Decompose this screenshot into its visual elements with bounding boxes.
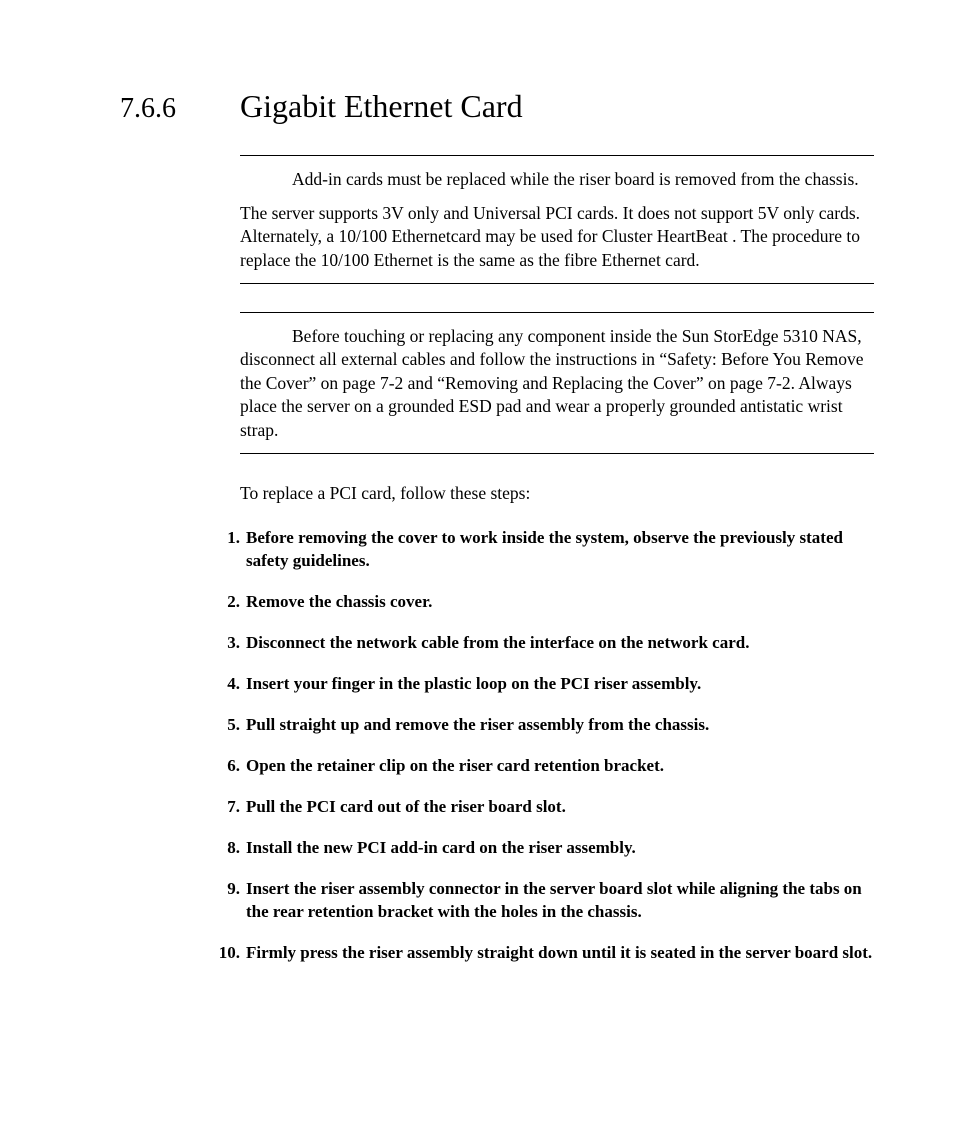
steps-intro: To replace a PCI card, follow these step… bbox=[240, 482, 874, 506]
section-heading-row: 7.6.6 Gigabit Ethernet Card bbox=[120, 88, 874, 125]
content-column: Add-in cards must be replaced while the … bbox=[240, 155, 874, 965]
note1-paragraph-2: The server supports 3V only and Universa… bbox=[240, 202, 874, 273]
note-box-1: Add-in cards must be replaced while the … bbox=[240, 155, 874, 284]
note1-paragraph-1: Add-in cards must be replaced while the … bbox=[240, 168, 874, 192]
step-text: Open the retainer clip on the riser card… bbox=[246, 755, 874, 778]
document-page: 7.6.6 Gigabit Ethernet Card Add-in cards… bbox=[0, 0, 954, 1145]
step-item: Insert the riser assembly connector in t… bbox=[214, 878, 874, 924]
step-text: Pull straight up and remove the riser as… bbox=[246, 714, 874, 737]
step-item: Firmly press the riser assembly straight… bbox=[214, 942, 874, 965]
step-item: Before removing the cover to work inside… bbox=[214, 527, 874, 573]
step-item: Remove the chassis cover. bbox=[214, 591, 874, 614]
note2-paragraph-1: Before touching or replacing any compone… bbox=[240, 325, 874, 443]
step-text: Insert the riser assembly connector in t… bbox=[246, 878, 874, 924]
step-item: Pull the PCI card out of the riser board… bbox=[214, 796, 874, 819]
note-box-2: Before touching or replacing any compone… bbox=[240, 312, 874, 454]
step-text: Remove the chassis cover. bbox=[246, 591, 874, 614]
section-title: Gigabit Ethernet Card bbox=[240, 88, 523, 125]
step-item: Disconnect the network cable from the in… bbox=[214, 632, 874, 655]
step-text: Before removing the cover to work inside… bbox=[246, 527, 874, 573]
step-text: Insert your finger in the plastic loop o… bbox=[246, 673, 874, 696]
step-item: Pull straight up and remove the riser as… bbox=[214, 714, 874, 737]
section-number: 7.6.6 bbox=[120, 93, 240, 125]
step-text: Disconnect the network cable from the in… bbox=[246, 632, 874, 655]
step-item: Install the new PCI add-in card on the r… bbox=[214, 837, 874, 860]
step-text: Install the new PCI add-in card on the r… bbox=[246, 837, 874, 860]
step-item: Open the retainer clip on the riser card… bbox=[214, 755, 874, 778]
step-item: Insert your finger in the plastic loop o… bbox=[214, 673, 874, 696]
steps-list: Before removing the cover to work inside… bbox=[240, 527, 874, 964]
step-text: Firmly press the riser assembly straight… bbox=[246, 942, 874, 965]
step-text: Pull the PCI card out of the riser board… bbox=[246, 796, 874, 819]
